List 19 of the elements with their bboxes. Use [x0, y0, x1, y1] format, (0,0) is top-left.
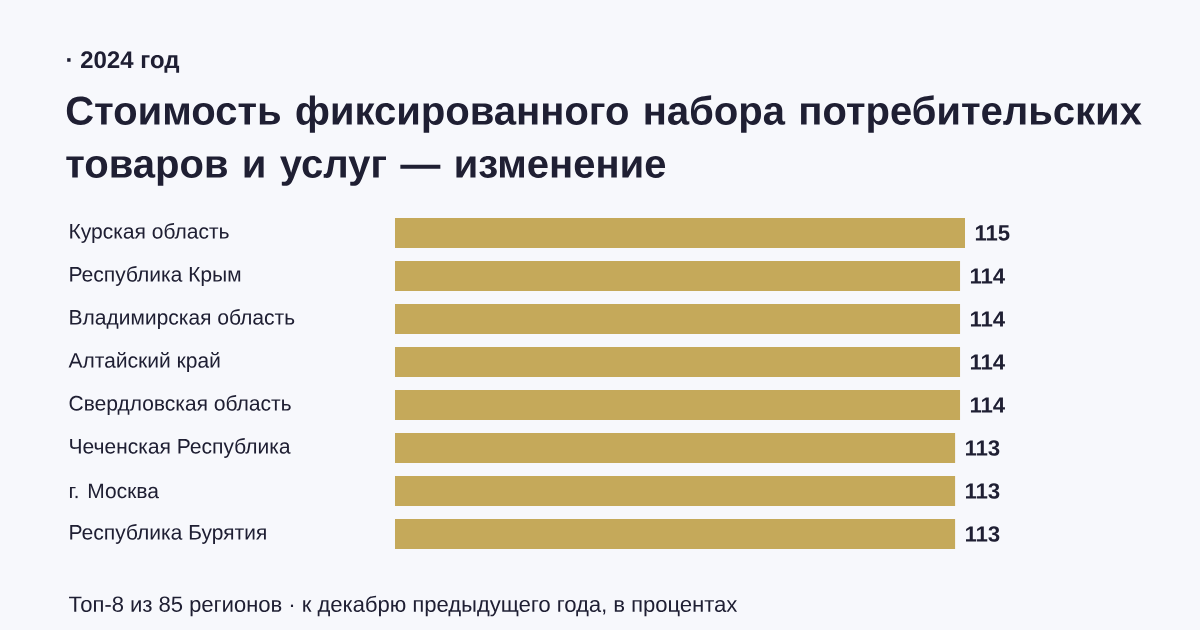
y-tick-label: Владимирская область	[70, 309, 295, 329]
y-tick-label: Свердловская область	[69, 395, 291, 415]
data-label: 113	[966, 526, 1000, 542]
data-label: 114	[970, 268, 1005, 284]
data-label: 113	[966, 440, 1000, 456]
data-label: 114	[970, 354, 1005, 370]
data-label: 114	[970, 311, 1005, 327]
chart-title: Стоимость фиксированного набора потребительских товаров и услуг — изменение	[66, 95, 1142, 186]
y-tick-label: Чеченская Республика	[70, 438, 291, 458]
data-label: 113	[966, 483, 1000, 499]
data-label: 115	[975, 225, 1010, 241]
data-label: 114	[970, 397, 1005, 413]
text: · 2024 год	[67, 51, 180, 73]
y-tick-label: Курская область	[70, 223, 229, 243]
y-tick-label: Республика Крым	[70, 266, 241, 286]
y-tick-label: Республика Бурятия	[70, 524, 266, 544]
y-tick-label: Алтайский край	[68, 352, 220, 372]
text: Топ-8 из 85 регионов · к декабрю предыдущего года, в процентах	[69, 595, 738, 617]
y-tick-label: г. Москва	[69, 483, 159, 499]
